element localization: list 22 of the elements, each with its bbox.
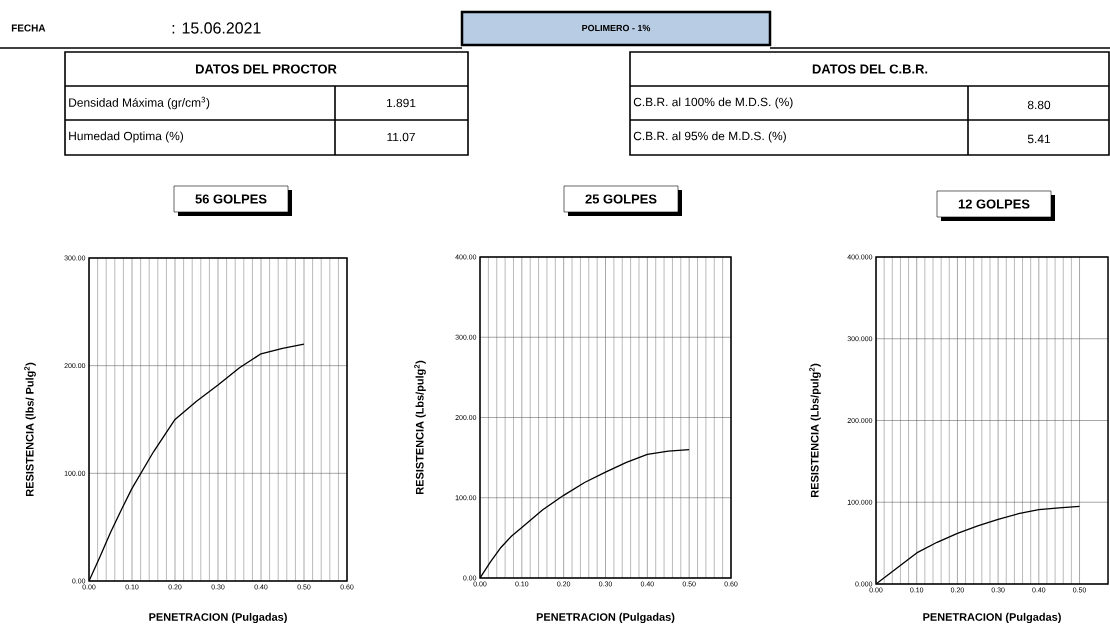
text: Densidad Máxima (gr/cm$^{3}$): [69, 96, 210, 110]
text: 1.891: [386, 98, 416, 108]
text: C.B.R. al 95% de M.D.S. (%): [633, 131, 786, 143]
text: 5.41: [1027, 134, 1051, 144]
y-axis-title: RESISTENCIA (Lbs/pulg$^{2}$): [414, 360, 426, 494]
text: DATOS DEL C.B.R.: [812, 64, 928, 74]
text: : 15.06.2021: [172, 22, 261, 34]
text: FECHA: [11, 24, 46, 32]
text: C.B.R. al 100% de M.D.S. (%): [633, 97, 793, 109]
text: 8.80: [1027, 100, 1051, 110]
chart-title: 12 GOLPES: [958, 199, 1030, 209]
y-axis-title: RESISTENCIA (lbs/ Pulg$^{2}$): [24, 362, 36, 496]
text: Humedad Optima (%): [69, 131, 184, 143]
chart-title: 25 GOLPES: [585, 194, 657, 204]
text: POLIMERO - 1%: [582, 24, 651, 32]
text: 11.07: [387, 132, 415, 142]
x-axis-title: PENETRACION (Pulgadas): [923, 612, 1061, 624]
chart-title: 56 GOLPES: [195, 194, 267, 204]
text: DATOS DEL PROCTOR: [195, 64, 337, 74]
x-axis-title: PENETRACION (Pulgadas): [149, 612, 287, 624]
y-axis-title: RESISTENCIA (Lbs/pulg$^{2}$): [809, 363, 821, 497]
x-axis-title: PENETRACION (Pulgadas): [536, 612, 675, 624]
